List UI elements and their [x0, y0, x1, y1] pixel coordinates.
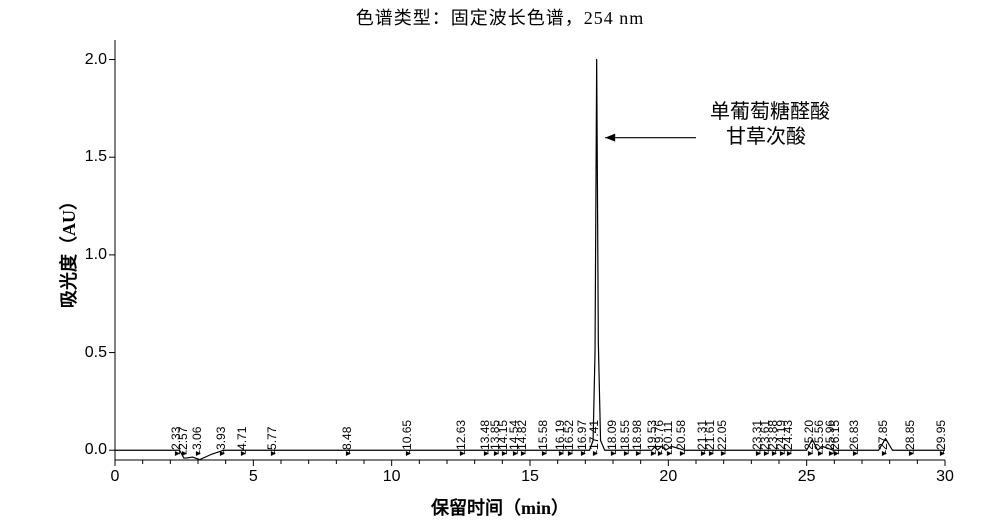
annotation-arrow: [0, 0, 1000, 528]
chart-container: 色谱类型：固定波长色谱，254 nm 吸光度（AU） 保留时间（min） 0.0…: [0, 0, 1000, 528]
annotation-line1: 单葡萄糖醛酸: [710, 101, 830, 123]
peak-annotation: 单葡萄糖醛酸 甘草次酸: [710, 100, 830, 150]
annotation-line2: 甘草次酸: [726, 126, 806, 148]
